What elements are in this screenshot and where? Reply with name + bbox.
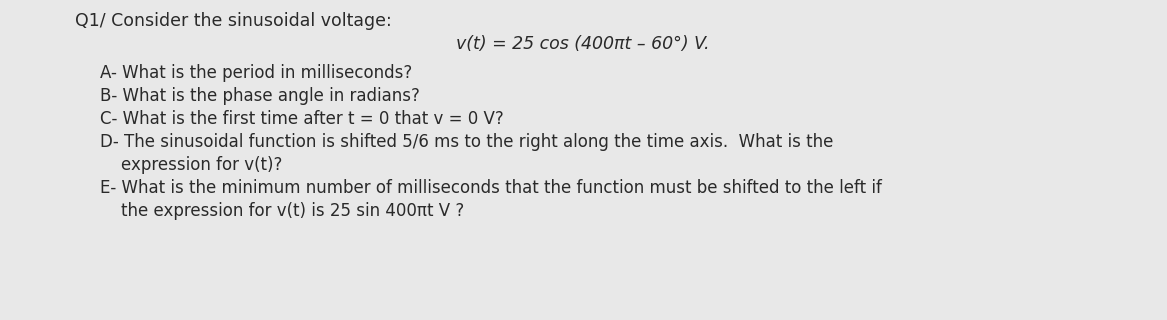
Text: C- What is the first time after t = 0 that v = 0 V?: C- What is the first time after t = 0 th… bbox=[100, 110, 504, 128]
Text: the expression for v(t) is 25 sin 400πt V ?: the expression for v(t) is 25 sin 400πt … bbox=[100, 202, 464, 220]
Text: A- What is the period in milliseconds?: A- What is the period in milliseconds? bbox=[100, 64, 412, 82]
Text: v(t) = 25 cos (400πt – 60°) V.: v(t) = 25 cos (400πt – 60°) V. bbox=[456, 35, 710, 53]
Text: B- What is the phase angle in radians?: B- What is the phase angle in radians? bbox=[100, 87, 420, 105]
Text: D- The sinusoidal function is shifted 5/6 ms to the right along the time axis.  : D- The sinusoidal function is shifted 5/… bbox=[100, 133, 833, 151]
Text: Q1/ Consider the sinusoidal voltage:: Q1/ Consider the sinusoidal voltage: bbox=[75, 12, 392, 30]
Text: E- What is the minimum number of milliseconds that the function must be shifted : E- What is the minimum number of millise… bbox=[100, 179, 882, 197]
Text: expression for v(t)?: expression for v(t)? bbox=[100, 156, 282, 174]
